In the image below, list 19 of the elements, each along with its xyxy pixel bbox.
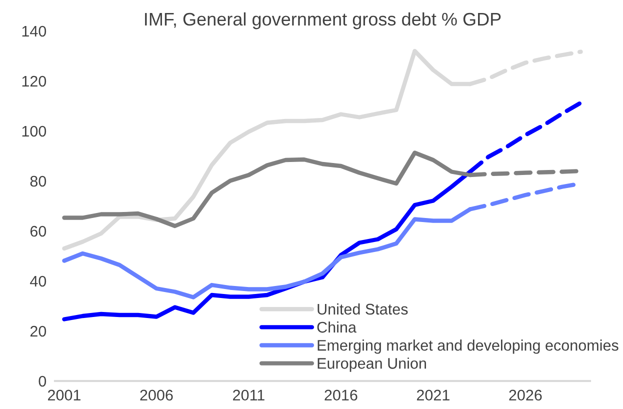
x-tick-label: 2026 bbox=[509, 390, 542, 401]
y-tick-label: 120 bbox=[22, 76, 46, 87]
y-tick-label: 0 bbox=[38, 376, 46, 387]
y-tick-label: 20 bbox=[30, 326, 46, 337]
y-tick-label: 80 bbox=[30, 176, 46, 187]
legend-label: United States bbox=[318, 303, 408, 315]
y-tick-label: 140 bbox=[22, 26, 46, 37]
y-tick-label: 60 bbox=[30, 226, 46, 237]
x-tick-label: 2011 bbox=[233, 390, 264, 401]
y-tick-label: 40 bbox=[30, 276, 46, 287]
legend-label: China bbox=[317, 321, 356, 333]
x-tick-label: 2016 bbox=[324, 390, 358, 401]
chart-title: IMF, General government gross debt % GDP bbox=[145, 12, 501, 30]
x-tick-label: 2021 bbox=[416, 390, 450, 401]
legend-label: European Union bbox=[318, 358, 426, 372]
legend-label: Emerging market and developing economies bbox=[318, 340, 618, 354]
x-tick-label: 2006 bbox=[140, 390, 173, 401]
y-tick-label: 100 bbox=[22, 126, 46, 137]
x-tick-label: 2001 bbox=[48, 390, 80, 401]
